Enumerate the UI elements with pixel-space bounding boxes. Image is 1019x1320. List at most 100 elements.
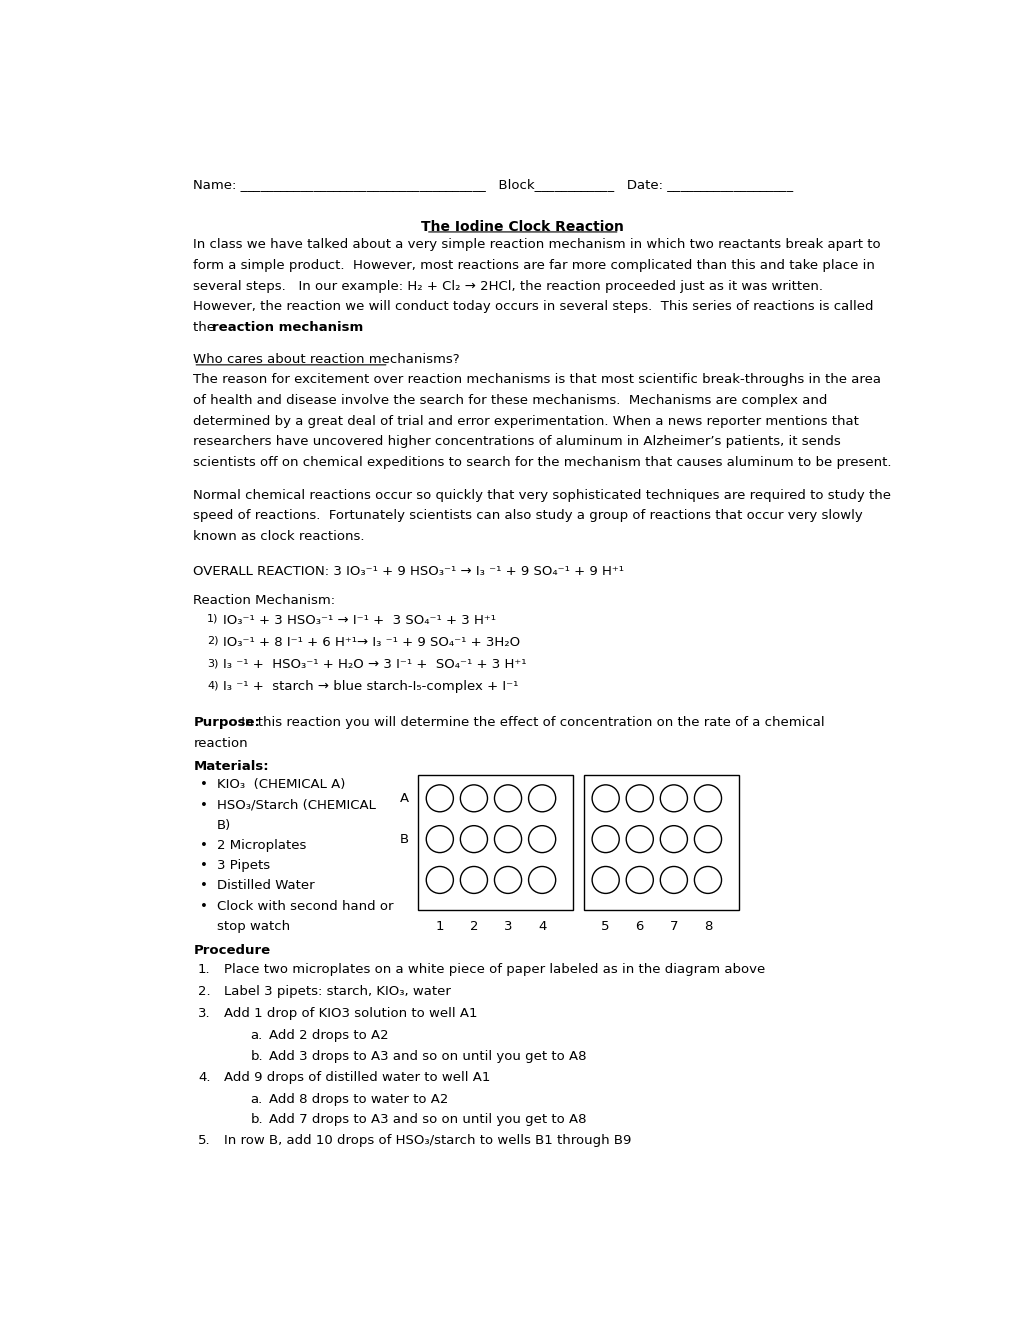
Text: 2): 2) — [207, 636, 219, 645]
Text: Add 9 drops of distilled water to well A1: Add 9 drops of distilled water to well A… — [224, 1071, 490, 1084]
Text: known as clock reactions.: known as clock reactions. — [194, 531, 365, 543]
Text: 5.: 5. — [198, 1134, 211, 1147]
Text: Add 7 drops to A3 and so on until you get to A8: Add 7 drops to A3 and so on until you ge… — [268, 1113, 586, 1126]
Text: 2 Microplates: 2 Microplates — [216, 840, 306, 851]
Text: OVERALL REACTION: 3 IO₃⁻¹ + 9 HSO₃⁻¹ → I₃ ⁻¹ + 9 SO₄⁻¹ + 9 H⁺¹: OVERALL REACTION: 3 IO₃⁻¹ + 9 HSO₃⁻¹ → I… — [194, 565, 624, 578]
Circle shape — [659, 866, 687, 894]
Circle shape — [626, 826, 653, 853]
Text: 1: 1 — [435, 920, 443, 933]
Text: 6: 6 — [635, 920, 643, 933]
Text: Procedure: Procedure — [194, 944, 270, 957]
Text: 2.: 2. — [198, 985, 211, 998]
Text: The reason for excitement over reaction mechanisms is that most scientific break: The reason for excitement over reaction … — [194, 374, 880, 387]
Circle shape — [494, 826, 521, 853]
Text: 1.: 1. — [198, 964, 211, 975]
Circle shape — [694, 826, 720, 853]
Text: •: • — [200, 879, 207, 892]
Circle shape — [626, 866, 653, 894]
Circle shape — [460, 785, 487, 812]
Text: Name: _____________________________________   Block____________   Date: ________: Name: __________________________________… — [194, 178, 793, 190]
Text: Reaction Mechanism:: Reaction Mechanism: — [194, 594, 335, 607]
Text: reaction: reaction — [194, 737, 248, 750]
Text: of health and disease involve the search for these mechanisms.  Mechanisms are c: of health and disease involve the search… — [194, 393, 827, 407]
Text: In this reaction you will determine the effect of concentration on the rate of a: In this reaction you will determine the … — [236, 715, 823, 729]
Text: stop watch: stop watch — [216, 920, 289, 933]
Text: researchers have uncovered higher concentrations of aluminum in Alzheimer’s pati: researchers have uncovered higher concen… — [194, 436, 841, 449]
Text: •: • — [200, 900, 207, 912]
Text: Purpose:: Purpose: — [194, 715, 260, 729]
Circle shape — [460, 826, 487, 853]
Text: B): B) — [216, 818, 230, 832]
Text: 4: 4 — [537, 920, 546, 933]
Text: Materials:: Materials: — [194, 760, 269, 772]
Text: Add 3 drops to A3 and so on until you get to A8: Add 3 drops to A3 and so on until you ge… — [268, 1049, 586, 1063]
Circle shape — [694, 785, 720, 812]
Text: •: • — [200, 859, 207, 873]
Bar — [418, 775, 573, 909]
Text: .: . — [320, 321, 324, 334]
Text: •: • — [200, 799, 207, 812]
Text: a.: a. — [251, 1093, 263, 1106]
Text: 3.: 3. — [198, 1007, 211, 1020]
Circle shape — [426, 866, 452, 894]
Text: A: A — [399, 792, 409, 805]
Text: KIO₃  (CHEMICAL A): KIO₃ (CHEMICAL A) — [216, 779, 344, 791]
Circle shape — [426, 785, 452, 812]
Text: Clock with second hand or: Clock with second hand or — [216, 900, 392, 912]
Text: Add 2 drops to A2: Add 2 drops to A2 — [268, 1030, 388, 1043]
Text: 7: 7 — [668, 920, 678, 933]
Text: However, the reaction we will conduct today occurs in several steps.  This serie: However, the reaction we will conduct to… — [194, 301, 873, 313]
Text: several steps.   In our example: H₂ + Cl₂ → 2HCl, the reaction proceeded just as: several steps. In our example: H₂ + Cl₂ … — [194, 280, 822, 293]
Circle shape — [659, 785, 687, 812]
Text: Who cares about reaction mechanisms?: Who cares about reaction mechanisms? — [194, 352, 460, 366]
Text: I₃ ⁻¹ +  HSO₃⁻¹ + H₂O → 3 I⁻¹ +  SO₄⁻¹ + 3 H⁺¹: I₃ ⁻¹ + HSO₃⁻¹ + H₂O → 3 I⁻¹ + SO₄⁻¹ + 3… — [222, 659, 526, 671]
Text: speed of reactions.  Fortunately scientists can also study a group of reactions : speed of reactions. Fortunately scientis… — [194, 510, 862, 523]
Text: reaction mechanism: reaction mechanism — [211, 321, 363, 334]
Text: 4.: 4. — [198, 1071, 210, 1084]
Text: the: the — [194, 321, 219, 334]
Text: 2: 2 — [469, 920, 478, 933]
Text: •: • — [200, 779, 207, 791]
Text: In class we have talked about a very simple reaction mechanism in which two reac: In class we have talked about a very sim… — [194, 239, 880, 252]
Circle shape — [528, 866, 555, 894]
Text: 3 Pipets: 3 Pipets — [216, 859, 269, 873]
Text: IO₃⁻¹ + 3 HSO₃⁻¹ → I⁻¹ +  3 SO₄⁻¹ + 3 H⁺¹: IO₃⁻¹ + 3 HSO₃⁻¹ → I⁻¹ + 3 SO₄⁻¹ + 3 H⁺¹ — [222, 614, 495, 627]
Text: Place two microplates on a white piece of paper labeled as in the diagram above: Place two microplates on a white piece o… — [224, 964, 765, 975]
Text: 4): 4) — [207, 680, 219, 690]
Text: 1): 1) — [207, 614, 218, 624]
Circle shape — [426, 826, 452, 853]
Bar — [584, 775, 738, 909]
Text: b.: b. — [251, 1049, 263, 1063]
Text: Label 3 pipets: starch, KIO₃, water: Label 3 pipets: starch, KIO₃, water — [224, 985, 450, 998]
Text: •: • — [200, 840, 207, 851]
Circle shape — [494, 785, 521, 812]
Text: Add 8 drops to water to A2: Add 8 drops to water to A2 — [268, 1093, 447, 1106]
Circle shape — [528, 785, 555, 812]
Text: Distilled Water: Distilled Water — [216, 879, 314, 892]
Text: IO₃⁻¹ + 8 I⁻¹ + 6 H⁺¹→ I₃ ⁻¹ + 9 SO₄⁻¹ + 3H₂O: IO₃⁻¹ + 8 I⁻¹ + 6 H⁺¹→ I₃ ⁻¹ + 9 SO₄⁻¹ +… — [222, 636, 520, 649]
Circle shape — [592, 826, 619, 853]
Circle shape — [694, 866, 720, 894]
Text: scientists off on chemical expeditions to search for the mechanism that causes a: scientists off on chemical expeditions t… — [194, 455, 891, 469]
Text: In row B, add 10 drops of HSO₃/starch to wells B1 through B9: In row B, add 10 drops of HSO₃/starch to… — [224, 1134, 631, 1147]
Text: I₃ ⁻¹ +  starch → blue starch-I₅-complex + I⁻¹: I₃ ⁻¹ + starch → blue starch-I₅-complex … — [222, 680, 518, 693]
Text: The Iodine Clock Reaction: The Iodine Clock Reaction — [421, 220, 624, 234]
Text: Normal chemical reactions occur so quickly that very sophisticated techniques ar: Normal chemical reactions occur so quick… — [194, 488, 891, 502]
Circle shape — [659, 826, 687, 853]
Text: determined by a great deal of trial and error experimentation. When a news repor: determined by a great deal of trial and … — [194, 414, 858, 428]
Text: a.: a. — [251, 1030, 263, 1043]
Text: HSO₃/Starch (CHEMICAL: HSO₃/Starch (CHEMICAL — [216, 799, 375, 812]
Text: 8: 8 — [703, 920, 711, 933]
Circle shape — [592, 785, 619, 812]
Text: b.: b. — [251, 1113, 263, 1126]
Text: 3): 3) — [207, 659, 218, 668]
Text: form a simple product.  However, most reactions are far more complicated than th: form a simple product. However, most rea… — [194, 259, 874, 272]
Circle shape — [460, 866, 487, 894]
Circle shape — [528, 826, 555, 853]
Circle shape — [592, 866, 619, 894]
Text: 5: 5 — [601, 920, 609, 933]
Circle shape — [626, 785, 653, 812]
Text: 3: 3 — [503, 920, 512, 933]
Circle shape — [494, 866, 521, 894]
Text: Add 1 drop of KIO3 solution to well A1: Add 1 drop of KIO3 solution to well A1 — [224, 1007, 478, 1020]
